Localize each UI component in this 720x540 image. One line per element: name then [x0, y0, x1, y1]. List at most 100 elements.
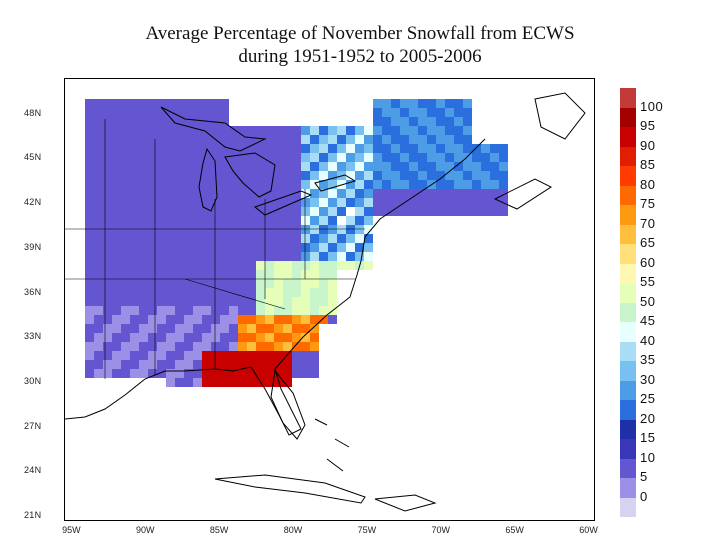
snowfall-cell	[229, 216, 238, 225]
snowfall-cell	[130, 153, 139, 162]
snowfall-cell	[166, 378, 175, 387]
map-plot-area	[64, 78, 595, 521]
snowfall-cell	[310, 207, 319, 216]
snowfall-cell	[247, 252, 256, 261]
snowfall-cell	[427, 207, 436, 216]
map-title: Average Percentage of November Snowfall …	[0, 22, 720, 68]
snowfall-cell	[103, 171, 112, 180]
snowfall-cell	[283, 216, 292, 225]
snowfall-cell	[238, 243, 247, 252]
snowfall-cell	[238, 261, 247, 270]
snowfall-cell	[265, 333, 274, 342]
snowfall-cell	[238, 198, 247, 207]
snowfall-cell	[229, 324, 238, 333]
snowfall-cell	[211, 189, 220, 198]
snowfall-cell	[112, 243, 121, 252]
snowfall-cell	[274, 189, 283, 198]
snowfall-cell	[193, 180, 202, 189]
snowfall-cell	[346, 234, 355, 243]
snowfall-cell	[85, 135, 94, 144]
snowfall-cell	[148, 288, 157, 297]
snowfall-cell	[220, 342, 229, 351]
snowfall-cell	[211, 297, 220, 306]
snowfall-cell	[94, 135, 103, 144]
snowfall-cell	[238, 153, 247, 162]
snowfall-cell	[283, 378, 292, 387]
snowfall-cell	[211, 288, 220, 297]
snowfall-cell	[148, 324, 157, 333]
snowfall-cell	[463, 126, 472, 135]
snowfall-cell	[193, 369, 202, 378]
snowfall-cell	[445, 198, 454, 207]
lon-tick-label: 75W	[357, 525, 377, 535]
snowfall-cell	[220, 288, 229, 297]
snowfall-cell	[292, 279, 301, 288]
legend-label: 65	[640, 235, 656, 250]
snowfall-cell	[247, 180, 256, 189]
snowfall-cell	[436, 180, 445, 189]
snowfall-cell	[85, 234, 94, 243]
snowfall-cell	[85, 162, 94, 171]
bahamas	[314, 418, 350, 472]
snowfall-cell	[202, 225, 211, 234]
snowfall-cell	[112, 207, 121, 216]
snowfall-cell	[310, 216, 319, 225]
snowfall-cell	[166, 306, 175, 315]
snowfall-cell	[202, 333, 211, 342]
snowfall-cell	[112, 351, 121, 360]
lake-huron-outline	[224, 152, 276, 198]
snowfall-cell	[166, 369, 175, 378]
snowfall-cell	[157, 198, 166, 207]
snowfall-cell	[418, 162, 427, 171]
snowfall-cell	[130, 135, 139, 144]
snowfall-cell	[445, 171, 454, 180]
snowfall-cell	[211, 99, 220, 108]
snowfall-cell	[193, 288, 202, 297]
snowfall-cell	[373, 144, 382, 153]
snowfall-cell	[247, 171, 256, 180]
snowfall-cell	[121, 189, 130, 198]
snowfall-cell	[256, 369, 265, 378]
snowfall-cell	[175, 351, 184, 360]
snowfall-cell	[400, 99, 409, 108]
snowfall-cell	[220, 234, 229, 243]
snowfall-cell	[193, 252, 202, 261]
snowfall-cell	[382, 117, 391, 126]
snowfall-cell	[220, 180, 229, 189]
snowfall-cell	[184, 108, 193, 117]
snowfall-cell	[166, 171, 175, 180]
snowfall-cell	[229, 333, 238, 342]
snowfall-cell	[121, 288, 130, 297]
snowfall-cell	[229, 252, 238, 261]
snowfall-cell	[121, 342, 130, 351]
snowfall-cell	[139, 162, 148, 171]
snowfall-cell	[382, 207, 391, 216]
snowfall-cell	[391, 189, 400, 198]
snowfall-cell	[319, 171, 328, 180]
snowfall-cell	[130, 234, 139, 243]
snowfall-cell	[319, 180, 328, 189]
snowfall-cell	[310, 162, 319, 171]
snowfall-cell	[94, 270, 103, 279]
snowfall-cell	[445, 135, 454, 144]
snowfall-cell	[103, 108, 112, 117]
snowfall-cell	[220, 306, 229, 315]
snowfall-cell	[139, 333, 148, 342]
snowfall-cell	[490, 180, 499, 189]
snowfall-cell	[121, 198, 130, 207]
snowfall-cell	[454, 135, 463, 144]
snowfall-cell	[355, 216, 364, 225]
snowfall-cell	[310, 288, 319, 297]
snowfall-cell	[229, 180, 238, 189]
snowfall-cell	[355, 135, 364, 144]
snowfall-cell	[265, 360, 274, 369]
snowfall-cell	[103, 315, 112, 324]
snowfall-cell	[220, 279, 229, 288]
snowfall-cell	[112, 162, 121, 171]
snowfall-cell	[112, 216, 121, 225]
snowfall-cell	[238, 378, 247, 387]
snowfall-cell	[139, 144, 148, 153]
snowfall-cell	[94, 153, 103, 162]
snowfall-cell	[166, 342, 175, 351]
snowfall-cell	[238, 135, 247, 144]
